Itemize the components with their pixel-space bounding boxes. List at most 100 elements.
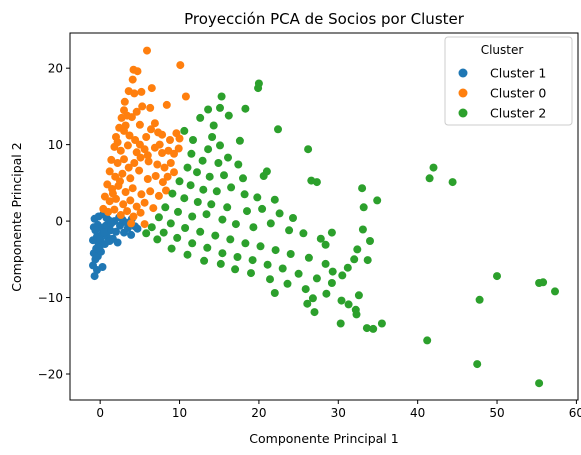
data-point	[258, 205, 266, 213]
data-point	[100, 229, 108, 237]
data-point	[196, 114, 204, 122]
data-point	[137, 88, 145, 96]
data-point	[141, 220, 149, 228]
y-tick-label: −20	[38, 368, 63, 382]
data-point	[176, 61, 184, 69]
data-point	[93, 266, 101, 274]
data-point	[109, 190, 117, 198]
data-point	[295, 270, 303, 278]
data-point	[180, 127, 188, 135]
data-point	[249, 223, 257, 231]
data-point	[181, 224, 189, 232]
data-point	[134, 67, 142, 75]
data-point	[378, 320, 386, 328]
data-point	[266, 275, 274, 283]
data-point	[129, 76, 137, 84]
data-point	[123, 207, 131, 215]
data-point	[218, 249, 226, 257]
data-point	[153, 235, 161, 243]
data-point	[148, 223, 156, 231]
data-point	[247, 269, 255, 277]
data-point	[95, 244, 103, 252]
data-point	[199, 157, 207, 165]
data-point	[182, 93, 190, 101]
data-point	[127, 231, 135, 239]
data-point	[121, 98, 129, 106]
data-point	[136, 141, 144, 149]
y-tick-label: 20	[48, 62, 63, 76]
data-point	[243, 207, 251, 215]
data-point	[148, 84, 156, 92]
legend-title: Cluster	[481, 43, 524, 57]
data-point	[126, 174, 134, 182]
data-point	[137, 209, 145, 217]
data-point	[311, 308, 319, 316]
data-point	[218, 216, 226, 224]
data-point	[120, 127, 128, 135]
x-tick-label: 10	[172, 406, 187, 420]
data-point	[423, 336, 431, 344]
x-tick-label: 20	[251, 406, 266, 420]
data-point	[264, 261, 272, 269]
data-point	[551, 287, 559, 295]
data-point	[167, 219, 175, 227]
data-point	[313, 274, 321, 282]
data-point	[241, 190, 249, 198]
data-point	[155, 213, 163, 221]
data-point	[153, 161, 161, 169]
data-point	[188, 239, 196, 247]
data-point	[180, 194, 188, 202]
x-tick-label: 0	[96, 406, 104, 420]
data-point	[322, 241, 330, 249]
data-point	[253, 193, 261, 201]
data-point	[313, 178, 321, 186]
data-point	[187, 150, 195, 158]
data-point	[276, 209, 284, 217]
data-point	[234, 253, 242, 261]
data-point	[116, 177, 124, 185]
data-point	[193, 168, 201, 176]
data-point	[107, 219, 115, 227]
data-point	[305, 254, 313, 262]
data-point	[106, 237, 114, 245]
data-point	[214, 159, 222, 167]
data-point	[329, 268, 337, 276]
data-point	[114, 138, 122, 146]
data-point	[236, 137, 244, 145]
data-point	[350, 255, 358, 263]
data-point	[254, 84, 262, 92]
data-point	[146, 187, 154, 195]
data-point	[213, 187, 221, 195]
data-point	[114, 239, 122, 247]
data-point	[271, 196, 279, 204]
data-point	[302, 285, 310, 293]
data-point	[232, 220, 240, 228]
data-point	[163, 101, 171, 109]
data-point	[118, 170, 126, 178]
data-point	[216, 141, 224, 149]
legend: Cluster Cluster 1 Cluster 0 Cluster 2	[445, 37, 572, 125]
data-point	[199, 186, 207, 194]
data-point	[141, 199, 149, 207]
data-point	[144, 175, 152, 183]
data-point	[167, 159, 175, 167]
data-point	[158, 131, 166, 139]
data-point	[284, 280, 292, 288]
data-point	[136, 121, 144, 129]
data-point	[184, 164, 192, 172]
data-point	[328, 229, 336, 237]
data-point	[355, 291, 363, 299]
data-point	[216, 104, 224, 112]
data-point	[203, 210, 211, 218]
data-point	[267, 219, 275, 227]
data-point	[373, 196, 381, 204]
data-point	[206, 173, 214, 181]
x-tick-label: 50	[489, 406, 504, 420]
data-point	[172, 129, 180, 137]
data-point	[127, 219, 135, 227]
data-point	[151, 119, 159, 127]
data-point	[200, 257, 208, 265]
data-point	[164, 173, 172, 181]
data-point	[176, 177, 184, 185]
